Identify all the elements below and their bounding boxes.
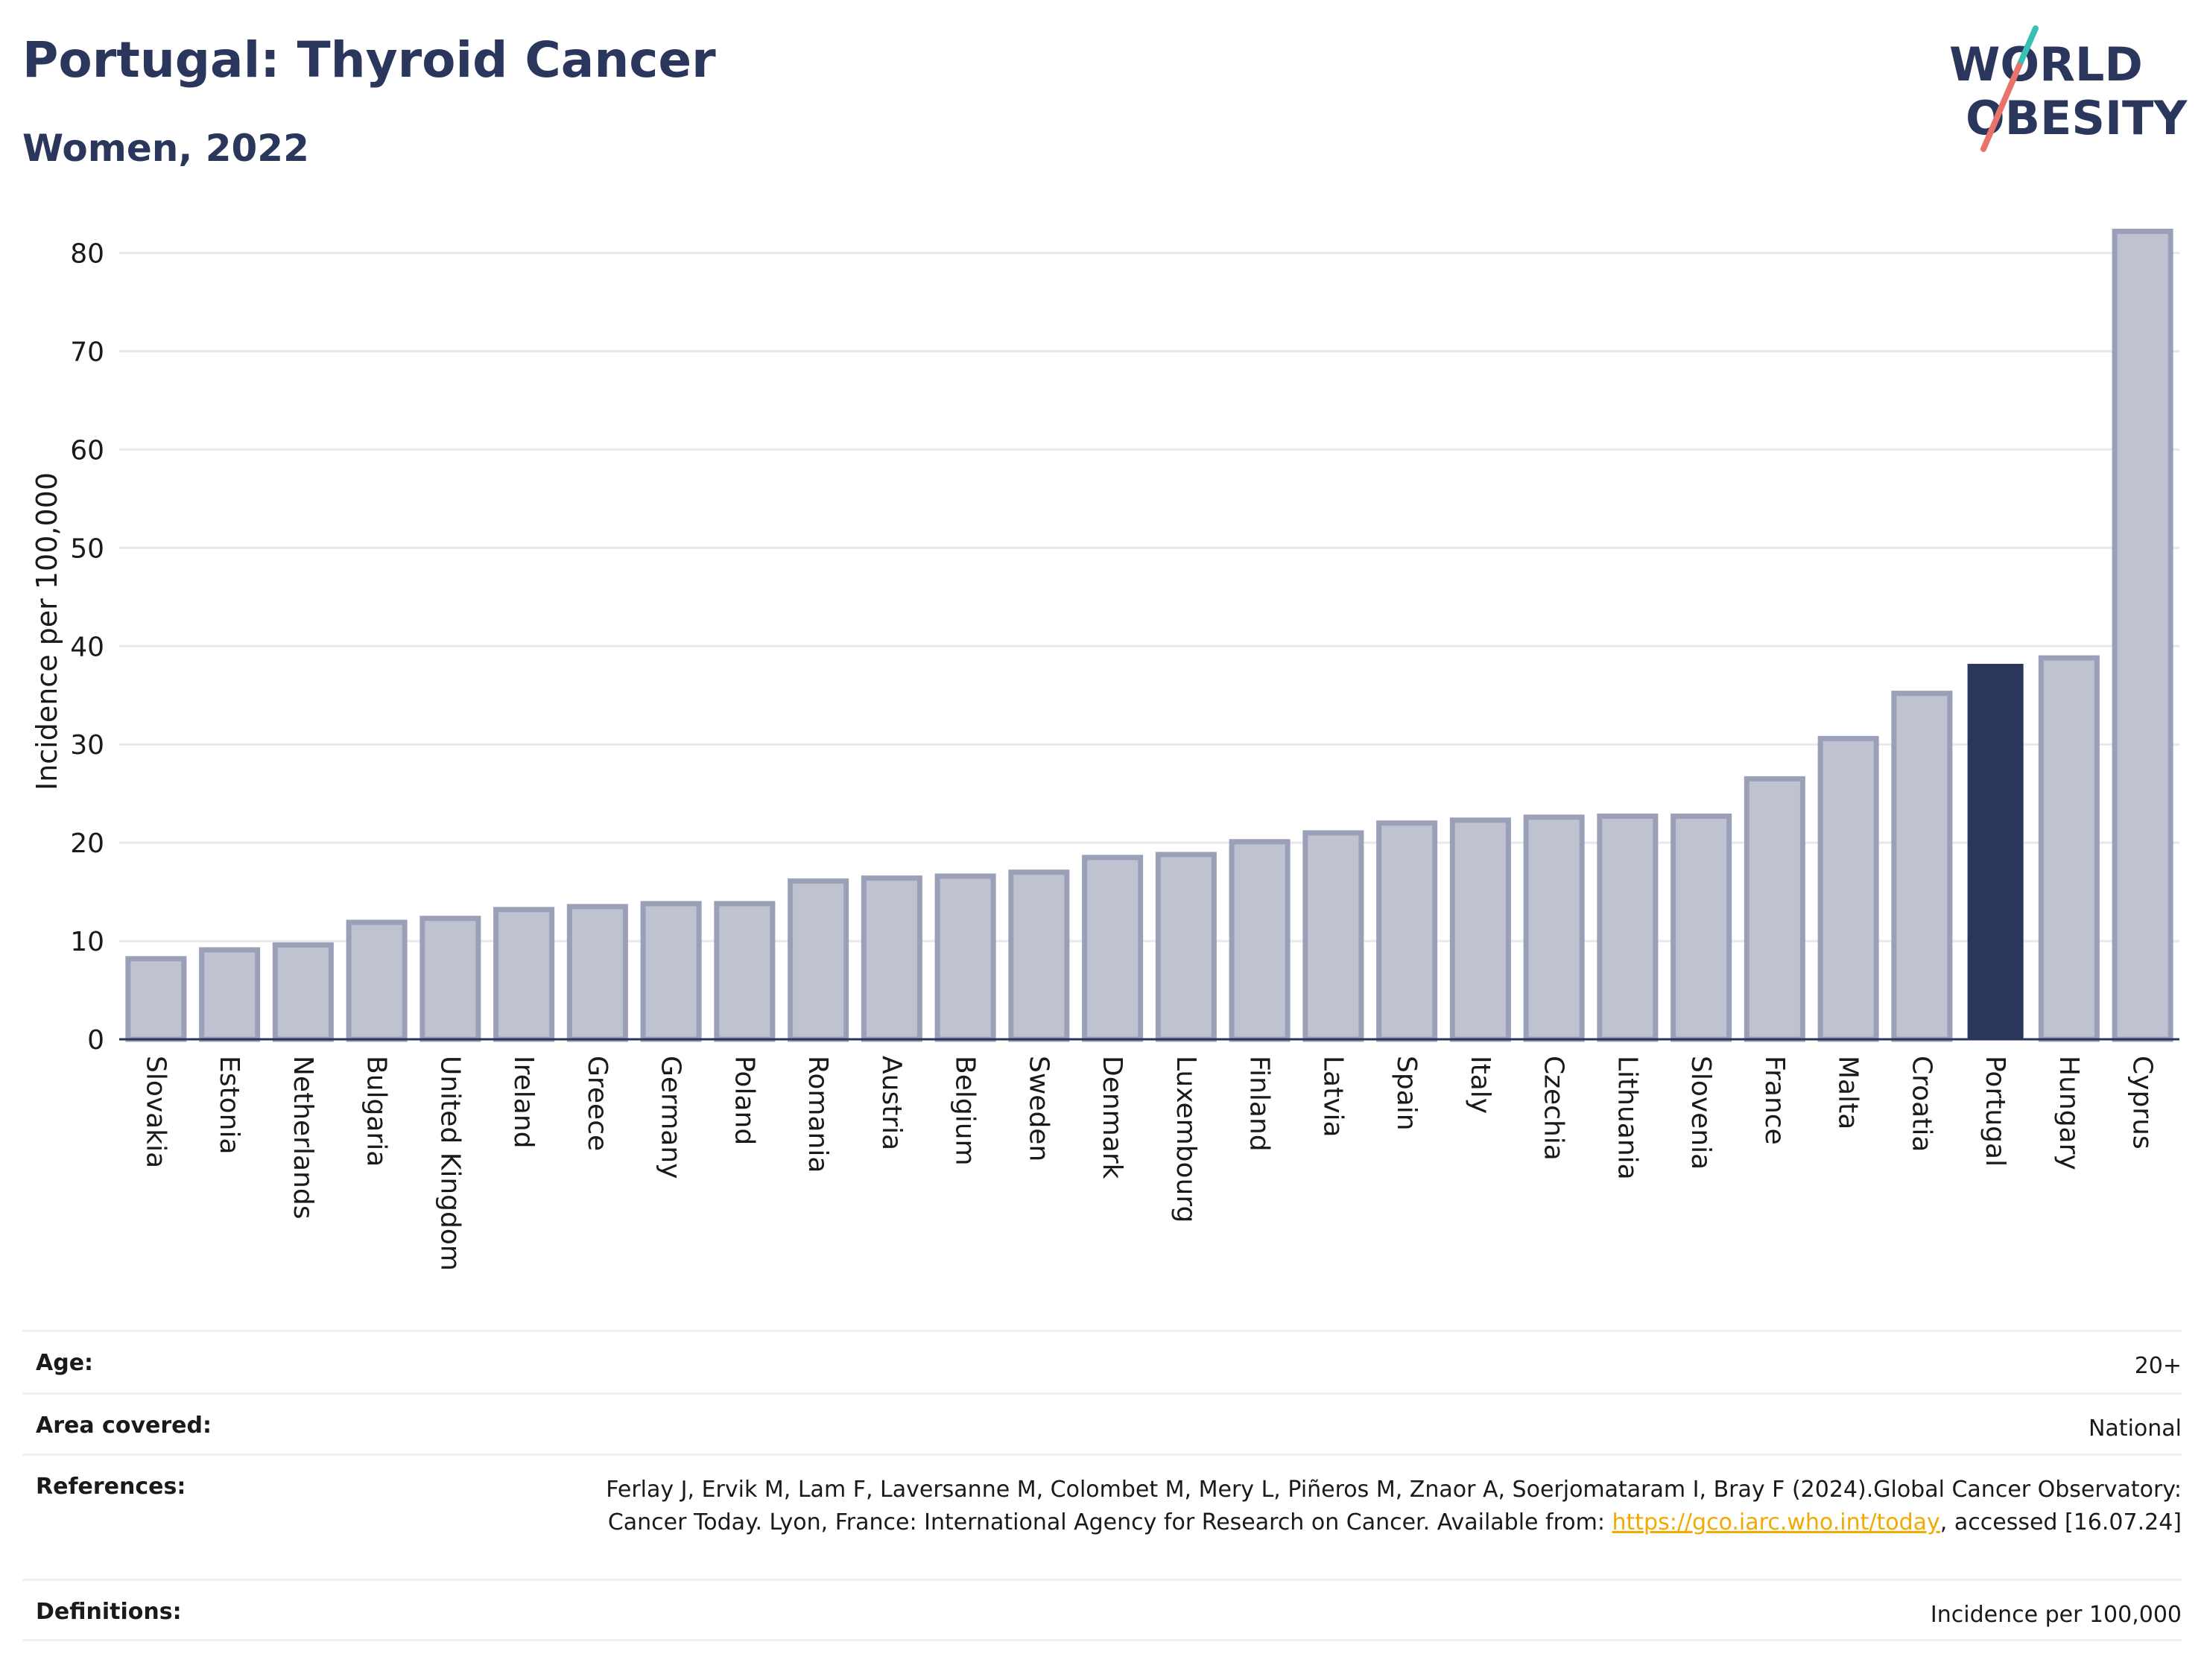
- logo-red-slash: [1980, 63, 2022, 152]
- x-tick-label: Lithuania: [1612, 1056, 1642, 1180]
- x-tick-label: Germany: [656, 1056, 686, 1179]
- bar: [788, 878, 849, 1042]
- bar: [1229, 839, 1291, 1042]
- bar: [714, 901, 776, 1042]
- definitions-value: Incidence per 100,000: [1930, 1602, 2182, 1628]
- x-tick-label: Portugal: [1980, 1056, 2010, 1167]
- bar: [1155, 852, 1217, 1042]
- x-tick-label: Cyprus: [2127, 1056, 2158, 1150]
- bar: [1082, 855, 1144, 1042]
- bar: [1671, 814, 1732, 1042]
- x-tick-label: Romania: [802, 1056, 833, 1173]
- bar: [1302, 830, 1364, 1042]
- info-row-definitions: Definitions: Incidence per 100,000: [22, 1579, 2182, 1641]
- bar: [2112, 229, 2173, 1042]
- bar: [2038, 655, 2100, 1042]
- x-tick-label: Netherlands: [288, 1056, 318, 1219]
- x-tick-label: Spain: [1391, 1056, 1422, 1131]
- logo-teal-slash: [2016, 25, 2039, 69]
- y-axis-label: Incidence per 100,000: [31, 472, 63, 790]
- x-tick-label: Luxembourg: [1171, 1056, 1201, 1223]
- x-tick-label: Bulgaria: [361, 1056, 392, 1167]
- x-tick-label: Slovakia: [140, 1056, 171, 1168]
- bar: [1449, 817, 1511, 1042]
- x-tick-label: Latvia: [1317, 1056, 1348, 1138]
- x-tick-label: Belgium: [950, 1056, 981, 1166]
- x-tick-label: Austria: [876, 1056, 907, 1150]
- bar: [419, 916, 481, 1042]
- bar: [1523, 814, 1585, 1042]
- logo-line1: WORLD: [1949, 37, 2143, 92]
- y-tick-label: 0: [87, 1025, 104, 1056]
- world-obesity-logo: WORLD OBESITY: [1949, 25, 2188, 152]
- bar: [1891, 691, 1953, 1042]
- bar: [272, 942, 334, 1042]
- y-tick-label: 60: [70, 435, 104, 466]
- references-link[interactable]: https://gco.iarc.who.int/today: [1612, 1509, 1940, 1535]
- x-tick-label: Sweden: [1023, 1056, 1054, 1161]
- age-label: Age:: [36, 1350, 94, 1376]
- x-tick-label: Poland: [729, 1056, 759, 1145]
- x-tick-label: United Kingdom: [434, 1056, 465, 1271]
- x-tick-label: Malta: [1833, 1056, 1863, 1129]
- bar: [1817, 735, 1879, 1042]
- y-tick-label: 30: [70, 730, 104, 761]
- x-tick-label: Finland: [1244, 1056, 1275, 1152]
- bar: [346, 919, 408, 1042]
- chart-subtitle: Women, 2022: [22, 127, 309, 170]
- bar: [1744, 776, 1805, 1042]
- bar: [1008, 869, 1070, 1042]
- references-label: References:: [36, 1474, 186, 1500]
- bar: [493, 907, 555, 1042]
- y-tick-label: 40: [70, 632, 104, 662]
- bar-chart: 0 10 20 30 40 50 60 70 80 Incidence per 100,000 Sl…: [31, 229, 2179, 1271]
- bar-highlight: [1967, 664, 2024, 1039]
- bar: [640, 901, 702, 1042]
- info-row-age: Age: 20+: [22, 1330, 2182, 1392]
- references-value: Ferlay J, Ervik M, Lam F, Laversanne M, …: [580, 1474, 2182, 1539]
- x-tick-label: Slovenia: [1685, 1056, 1716, 1170]
- info-row-area: Area covered: National: [22, 1392, 2182, 1454]
- info-table: Age: 20+ Area covered: National Referenc…: [22, 1330, 2182, 1641]
- y-tick-label: 20: [70, 828, 104, 859]
- references-text-1: Ferlay J, Ervik M, Lam F, Laversanne M, …: [606, 1477, 2182, 1535]
- x-tick-label: France: [1759, 1056, 1790, 1145]
- info-row-references: References: Ferlay J, Ervik M, Lam F, La…: [22, 1454, 2182, 1579]
- x-tick-label: Czechia: [1539, 1056, 1569, 1161]
- x-tick-label: Croatia: [1906, 1056, 1937, 1152]
- x-tick-label: Denmark: [1097, 1056, 1127, 1179]
- x-tick-label: Italy: [1465, 1056, 1495, 1114]
- y-tick-label: 10: [70, 927, 104, 957]
- bar: [199, 947, 261, 1042]
- references-text-2: , accessed [16.07.24]: [1939, 1509, 2182, 1535]
- x-tick-label: Estonia: [214, 1056, 244, 1155]
- bar: [1376, 820, 1438, 1042]
- x-tick-label: Greece: [582, 1056, 612, 1151]
- area-label: Area covered:: [36, 1413, 212, 1439]
- x-tick-label: Ireland: [508, 1056, 539, 1149]
- bar: [1597, 814, 1659, 1042]
- bar: [861, 875, 922, 1042]
- bar: [566, 904, 628, 1042]
- bar: [934, 873, 996, 1042]
- definitions-label: Definitions:: [36, 1599, 182, 1625]
- age-value: 20+: [2134, 1353, 2182, 1379]
- x-tick-label: Hungary: [2053, 1056, 2084, 1170]
- bar: [125, 956, 187, 1042]
- chart-title: Portugal: Thyroid Cancer: [22, 31, 716, 89]
- y-tick-label: 80: [70, 239, 104, 270]
- y-tick-label: 50: [70, 533, 104, 564]
- area-value: National: [2088, 1416, 2182, 1442]
- y-tick-label: 70: [70, 337, 104, 368]
